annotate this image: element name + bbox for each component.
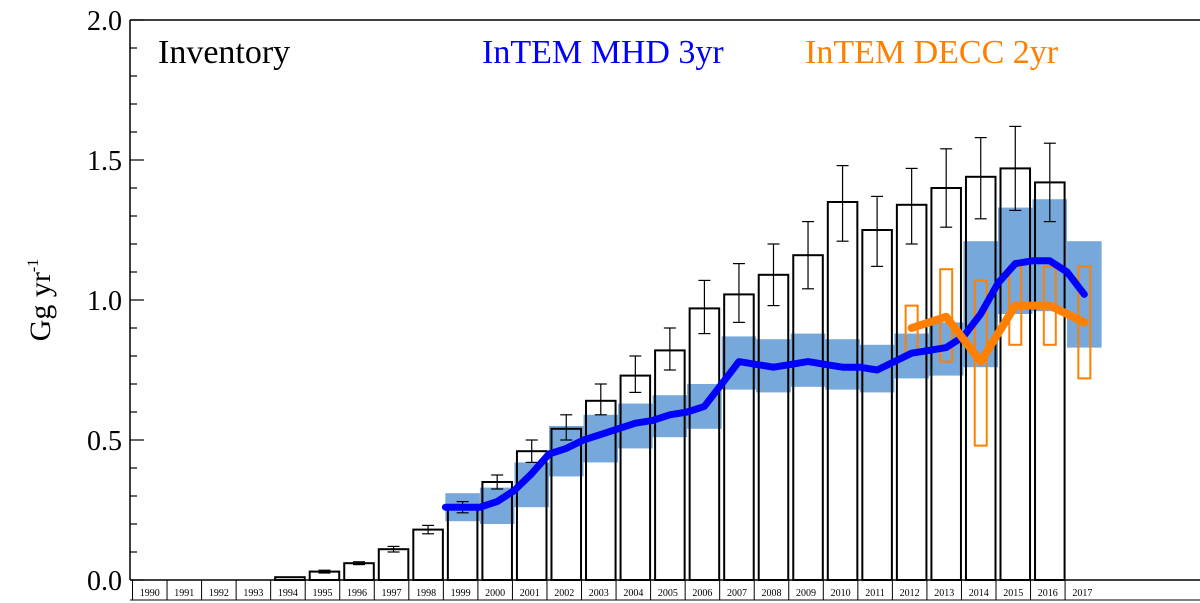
legend-intem-decc: InTEM DECC 2yr <box>805 34 1059 71</box>
y-tick-label-0.0: 0.0 <box>87 566 122 597</box>
inventory-bar-2013 <box>930 187 962 581</box>
x-tick-label-2005: 2005 <box>658 588 678 599</box>
x-tick-label-1992: 1992 <box>209 588 229 599</box>
tick-labels: 0.0 0.5 1.0 1.5 2.0 1990 1991 1992 1993 1994 1995 1… <box>87 6 1092 599</box>
inventory-bar-1996 <box>343 562 375 582</box>
x-tick-label-2011: 2011 <box>865 588 885 599</box>
y-tick-label-2.0: 2.0 <box>87 6 122 37</box>
x-tick-label-2010: 2010 <box>831 588 851 599</box>
series-line-0 <box>441 257 1088 511</box>
x-tick-label-1996: 1996 <box>347 588 367 599</box>
decc-box-2 <box>973 279 988 447</box>
inventory-bar-2009 <box>792 254 824 581</box>
x-tick-label-2014: 2014 <box>969 588 989 599</box>
y-tick-label-1.5: 1.5 <box>87 146 122 177</box>
x-tick-label-2003: 2003 <box>589 588 609 599</box>
x-tick-label-2016: 2016 <box>1038 588 1058 599</box>
x-tick-label-2004: 2004 <box>623 588 643 599</box>
inventory-bar-2010 <box>826 201 859 581</box>
inventory-bar-2005 <box>654 349 686 581</box>
legend-inventory: Inventory <box>158 34 290 71</box>
x-tick-label-1995: 1995 <box>312 588 332 599</box>
y-axis-label-superscript: -1 <box>25 259 42 272</box>
x-tick-label-1997: 1997 <box>382 588 402 599</box>
x-tick-label-1991: 1991 <box>174 588 194 599</box>
x-tick-label-2000: 2000 <box>485 588 505 599</box>
x-tick-label-1993: 1993 <box>243 588 263 599</box>
x-tick-label-2006: 2006 <box>692 588 712 599</box>
inventory-bar-2011 <box>861 229 893 581</box>
x-tick-label-2017: 2017 <box>1072 588 1092 599</box>
x-tick-label-2007: 2007 <box>727 588 747 599</box>
x-tick-label-2013: 2013 <box>934 588 954 599</box>
inventory-bar-1998 <box>412 528 444 581</box>
x-tick-label-1990: 1990 <box>140 588 160 599</box>
x-tick-label-2012: 2012 <box>900 588 920 599</box>
x-tick-label-2001: 2001 <box>520 588 540 599</box>
inventory-bar-2006 <box>688 307 721 581</box>
x-tick-label-1994: 1994 <box>278 588 298 599</box>
x-tick-label-1998: 1998 <box>416 588 436 599</box>
series-line-1 <box>907 301 1089 366</box>
inventory-bar-1997 <box>377 548 410 582</box>
legend-intem-mhd: InTEM MHD 3yr <box>482 34 724 71</box>
inventory-bar-2012 <box>895 203 928 582</box>
legend: Inventory InTEM MHD 3yr InTEM DECC 2yr <box>158 34 1059 71</box>
y-tick-label-1.0: 1.0 <box>87 286 122 317</box>
inventory-bar-2014 <box>964 175 997 582</box>
x-tick-label-1999: 1999 <box>451 588 471 599</box>
x-tick-label-2009: 2009 <box>796 588 816 599</box>
y-axis-label: Gg yr-1 <box>24 259 57 341</box>
y-axis-label-main: Gg yr <box>24 272 57 341</box>
y-tick-label-0.5: 0.5 <box>87 426 122 457</box>
x-tick-label-2002: 2002 <box>554 588 574 599</box>
axes <box>129 19 1200 601</box>
series-lines <box>441 257 1089 511</box>
inventory-bar-2008 <box>757 273 790 581</box>
x-tick-label-2008: 2008 <box>761 588 781 599</box>
x-tick-label-2015: 2015 <box>1003 588 1023 599</box>
